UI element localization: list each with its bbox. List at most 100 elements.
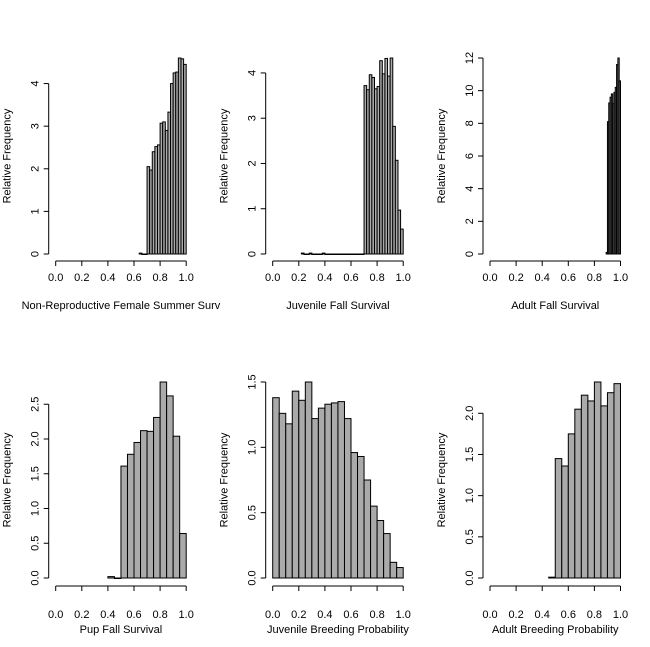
y-tick-label: 1 (247, 206, 259, 212)
y-tick-label: 2.5 (30, 397, 42, 412)
x-tick-label: 0.4 (100, 272, 115, 284)
y-tick-label: 1.0 (247, 440, 259, 455)
histogram-panel-4: 0.0 0.2 0.4 0.6 0.8 1.0 0.0 0.5 1.0 1.5 2.0 2.5 Pup … (2, 381, 194, 636)
histogram-bar (548, 576, 556, 579)
y-axis: 0.0 0.5 1.0 1.5 (247, 374, 267, 586)
x-axis-label: Adult Fall Survival (511, 300, 599, 312)
x-axis-label: Juvenile Breeding Probability (267, 624, 409, 636)
x-tick-label: 0.4 (535, 272, 550, 284)
x-tick-label: 0.2 (508, 609, 523, 621)
y-tick-label: 2 (247, 160, 259, 166)
y-tick-label: 3 (247, 115, 259, 121)
x-tick-label: 0.2 (74, 272, 89, 284)
y-tick-label: 2.0 (464, 406, 476, 421)
x-tick-label: 0.6 (561, 609, 576, 621)
histogram-bar (376, 520, 385, 579)
y-tick-label: 0.5 (30, 536, 42, 551)
x-tick-label: 0.0 (482, 272, 497, 284)
x-tick-label: 0.0 (48, 609, 63, 621)
y-tick-label: 0.0 (464, 570, 476, 585)
y-tick-label: 8 (464, 120, 476, 126)
histogram-bar (113, 577, 122, 579)
x-tick-label: 0.8 (152, 272, 167, 284)
x-axis: 0.0 0.2 0.4 0.6 0.8 1.0 (48, 585, 194, 621)
histogram-bar (272, 397, 280, 579)
histogram-bar (613, 383, 621, 579)
histogram-bar (172, 435, 181, 579)
y-tick-label: 2 (464, 218, 476, 224)
x-tick-label: 0.8 (587, 272, 602, 284)
y-tick-label: 1.5 (30, 466, 42, 481)
x-axis-label: Adult Breeding Probability (492, 624, 619, 636)
x-tick-label: 1.0 (179, 609, 194, 621)
x-tick-label: 0.4 (317, 272, 332, 284)
histogram-bar (567, 433, 576, 579)
histogram-bar (383, 533, 391, 579)
x-tick-label: 0.2 (291, 272, 306, 284)
y-tick-label: 1.0 (30, 501, 42, 516)
y-tick-label: 1.5 (464, 447, 476, 462)
x-tick-label: 0.6 (561, 272, 576, 284)
y-axis-label: Relative Frequency (2, 108, 14, 203)
histogram-bar (107, 576, 115, 579)
x-tick-label: 0.4 (100, 609, 115, 621)
histogram-panel-2: 0.0 0.2 0.4 0.6 0.8 1.0 0 1 2 3 4 Juvenile Fall Sur… (219, 57, 411, 312)
histogram-bar (278, 412, 287, 579)
histogram-bar (317, 407, 326, 579)
histogram-bar (133, 441, 142, 579)
y-axis: 0.0 0.5 1.0 1.5 2.0 (464, 406, 484, 586)
histogram-bar (291, 390, 300, 579)
x-tick-label: 0.0 (265, 272, 280, 284)
x-axis: 0.0 0.2 0.4 0.6 0.8 1.0 (265, 260, 411, 284)
histogram-bar (304, 381, 313, 579)
y-tick-label: 0.5 (247, 505, 259, 520)
y-tick-label: 6 (464, 153, 476, 159)
histogram-bar (561, 465, 569, 579)
histogram-bar (324, 403, 332, 579)
x-axis-label: Non-Reproductive Female Summer Surv (22, 300, 221, 312)
histogram-bar (166, 395, 174, 579)
histogram-bar (370, 505, 378, 579)
x-tick-label: 0.6 (343, 272, 358, 284)
y-tick-label: 0 (464, 251, 476, 257)
histogram-bar (350, 452, 359, 579)
histogram-bar (580, 394, 589, 579)
x-tick-label: 0.4 (317, 609, 332, 621)
y-tick-label: 0 (30, 251, 42, 257)
x-tick-label: 0.2 (74, 609, 89, 621)
x-tick-label: 0.8 (152, 609, 167, 621)
x-tick-label: 0.8 (369, 609, 384, 621)
histogram-panel-5: 0.0 0.2 0.4 0.6 0.8 1.0 0.0 0.5 1.0 1.5 Juvenile B… (219, 374, 411, 636)
y-tick-label: 3 (30, 123, 42, 129)
x-tick-label: 0.2 (508, 272, 523, 284)
x-axis-label: Pup Fall Survival (80, 624, 163, 636)
histogram-bar (587, 400, 595, 579)
histogram-bar (285, 423, 293, 579)
histogram-panel-6: 0.0 0.2 0.4 0.6 0.8 1.0 0.0 0.5 1.0 1.5 2.0 Adult B… (436, 381, 628, 636)
y-tick-label: 1 (30, 208, 42, 214)
histogram-bar (394, 159, 399, 255)
x-tick-label: 0.6 (126, 272, 141, 284)
histogram-bar (179, 533, 187, 579)
y-axis-label: Relative Frequency (219, 108, 231, 203)
x-tick-label: 1.0 (613, 609, 628, 621)
y-tick-label: 4 (247, 70, 259, 76)
y-tick-label: 0.0 (30, 570, 42, 585)
histogram-bar (593, 381, 602, 579)
x-tick-label: 1.0 (396, 609, 411, 621)
x-tick-label: 0.8 (369, 272, 384, 284)
y-axis-label: Relative Frequency (436, 432, 448, 527)
histogram-bar (600, 405, 608, 579)
x-axis: 0.0 0.2 0.4 0.6 0.8 1.0 (48, 260, 194, 284)
x-tick-label: 0.6 (343, 609, 358, 621)
histogram-bar (574, 408, 582, 579)
y-axis-label: Relative Frequency (219, 432, 231, 527)
y-tick-label: 2 (30, 166, 42, 172)
y-tick-label: 4 (464, 186, 476, 192)
histogram-bar (400, 228, 404, 255)
x-axis-label: Juvenile Fall Survival (286, 300, 389, 312)
x-tick-label: 0.0 (482, 609, 497, 621)
y-tick-label: 0.5 (464, 529, 476, 544)
histogram-bar (396, 567, 404, 579)
